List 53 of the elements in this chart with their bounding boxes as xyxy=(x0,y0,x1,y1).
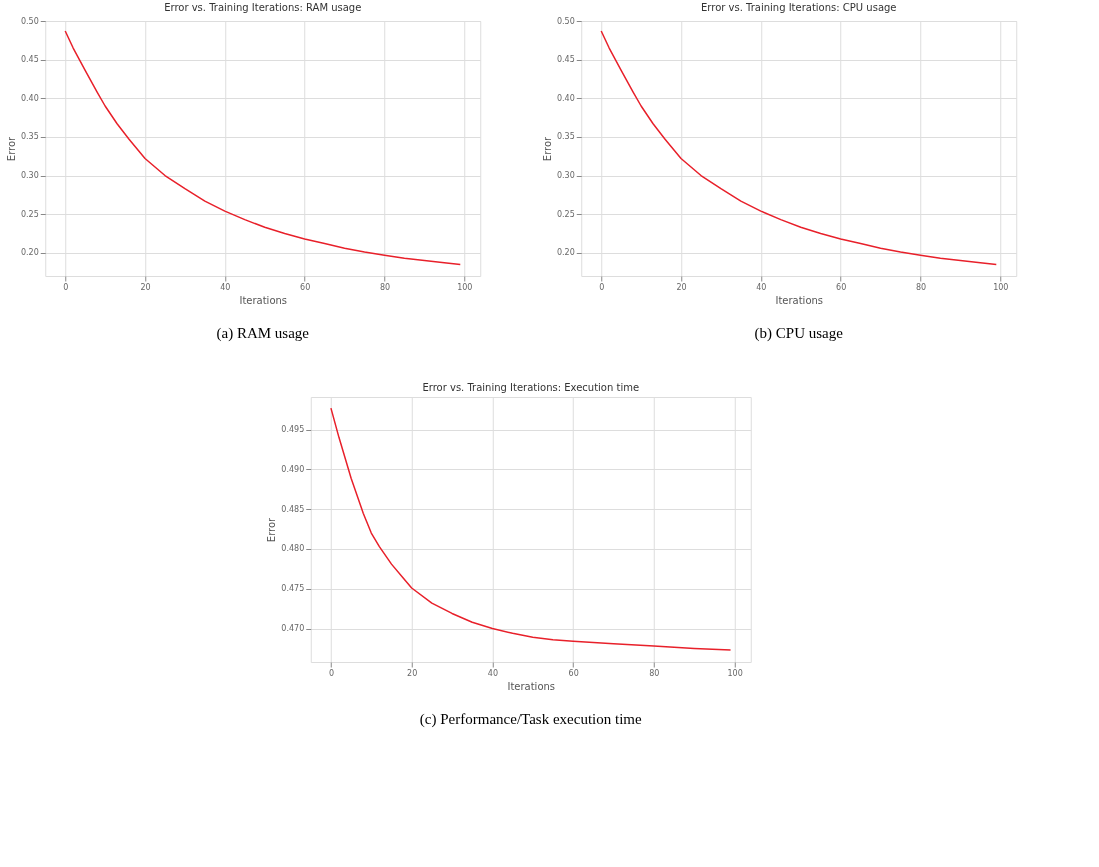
x-axis-title: Iterations xyxy=(239,294,288,306)
chart-title: Error vs. Training Iterations: CPU usage xyxy=(700,2,897,13)
text: (b) CPU usage xyxy=(754,325,844,342)
x-tick-label: 60 xyxy=(300,282,311,292)
x-tick-label: 80 xyxy=(915,282,927,292)
y-tick-label: 0.475 xyxy=(281,584,305,594)
x-tick-label: 100 xyxy=(457,282,473,292)
y-tick-label: 0.25 xyxy=(20,209,39,219)
x-tick-label: 0 xyxy=(599,282,605,292)
x-tick-label: 100 xyxy=(993,282,1009,292)
y-tick-label: 0.50 xyxy=(556,16,575,26)
chart-title: Error vs. Training Iterations: RAM usage xyxy=(164,2,362,13)
text: (c) Performance/Task execution time xyxy=(419,711,642,728)
y-tick-label: 0.30 xyxy=(556,171,575,181)
y-tick-label: 0.490 xyxy=(281,464,305,474)
y-tick-label: 0.45 xyxy=(556,55,575,65)
x-tick-label: 20 xyxy=(140,282,151,292)
x-tick-label: 60 xyxy=(568,668,579,678)
x-axis-title: Iterations xyxy=(507,680,556,692)
text: (a) RAM usage xyxy=(216,325,310,342)
line-series xyxy=(600,30,998,266)
y-tick-label: 0.25 xyxy=(556,209,575,219)
y-axis-title: Error xyxy=(541,135,553,162)
y-tick-label: 0.40 xyxy=(20,93,39,103)
x-tick-label: 80 xyxy=(379,282,391,292)
chart-title: Error vs. Training Iterations: Execution time xyxy=(422,382,640,393)
y-tick-label: 0.45 xyxy=(20,55,39,65)
y-tick-label: 0.20 xyxy=(20,248,39,258)
x-tick-label: 0 xyxy=(63,282,69,292)
line-series xyxy=(64,30,462,266)
x-tick-label: 0 xyxy=(328,668,334,678)
y-axis-title: Error xyxy=(5,135,17,162)
y-tick-label: 0.35 xyxy=(20,132,39,142)
x-axis-title: Iterations xyxy=(775,294,824,306)
x-tick-label: 20 xyxy=(407,668,418,678)
x-tick-label: 40 xyxy=(220,282,231,292)
y-tick-label: 0.30 xyxy=(20,171,39,181)
x-tick-label: 100 xyxy=(727,668,743,678)
x-tick-label: 80 xyxy=(649,668,660,678)
x-tick-label: 40 xyxy=(756,282,767,292)
y-tick-label: 0.40 xyxy=(556,93,575,103)
y-tick-label: 0.20 xyxy=(556,248,575,258)
y-tick-label: 0.485 xyxy=(281,504,305,514)
y-tick-label: 0.495 xyxy=(281,425,305,435)
y-tick-label: 0.35 xyxy=(556,132,575,142)
y-axis-title: Error xyxy=(266,516,278,543)
y-tick-label: 0.50 xyxy=(20,16,39,26)
x-tick-label: 60 xyxy=(836,282,847,292)
x-tick-label: 20 xyxy=(676,282,687,292)
x-tick-label: 40 xyxy=(487,668,498,678)
y-tick-label: 0.480 xyxy=(281,544,305,554)
line-series xyxy=(330,407,732,651)
y-tick-label: 0.470 xyxy=(281,624,305,634)
